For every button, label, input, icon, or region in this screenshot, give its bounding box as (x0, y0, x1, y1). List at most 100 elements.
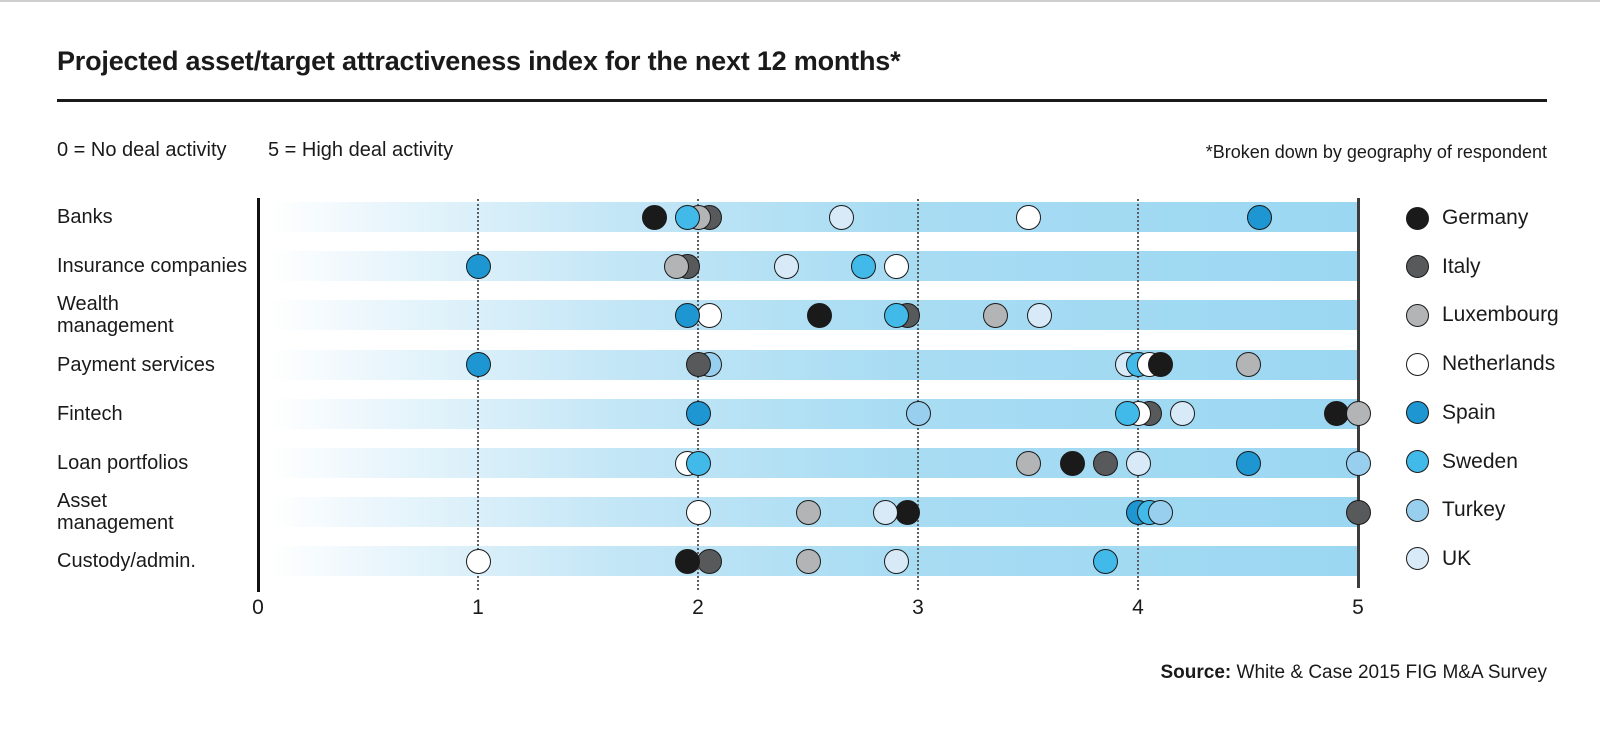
row-label: Banks (57, 206, 113, 228)
data-point-italy (1092, 450, 1118, 476)
data-point-sweden (1092, 548, 1118, 574)
scale-note-low: 0 = No deal activity (57, 139, 227, 161)
germany-color-chip (1406, 206, 1429, 230)
spain-color-chip (1406, 401, 1429, 425)
data-point-germany (1147, 352, 1173, 378)
italy-color-chip (1406, 255, 1429, 279)
data-point-spain (465, 352, 491, 378)
data-point-luxembourg (795, 499, 821, 525)
source-label: Source: (1160, 662, 1232, 683)
end-line-5 (1356, 198, 1360, 588)
row-label: Fintech (57, 402, 123, 425)
source-line: Source: White & Case 2015 FIG M&A Survey (1161, 662, 1548, 684)
page-title: Projected asset/target attractiveness in… (57, 46, 901, 76)
data-point-sweden (674, 204, 700, 230)
axis-tick-label: 1 (472, 596, 484, 619)
row-label: Loan portfolios (57, 452, 189, 474)
row-label: Payment services (57, 353, 215, 376)
grid-line (1137, 199, 1139, 590)
data-point-germany (806, 302, 832, 328)
netherlands-color-chip (1406, 352, 1429, 376)
data-point-germany (1323, 401, 1349, 427)
scale-note-high: 5 = High deal activity (268, 139, 454, 161)
data-point-uk (1169, 401, 1195, 427)
legend-item-spain: Spain (1406, 401, 1496, 425)
data-point-netherlands (1015, 204, 1041, 230)
axis-tick-label: 3 (912, 596, 924, 619)
row-label: Custody/admin. (57, 550, 196, 573)
row-label: Asset management (57, 490, 174, 535)
turkey-color-chip (1406, 498, 1429, 522)
legend-item-turkey: Turkey (1406, 498, 1505, 522)
data-point-spain (685, 401, 711, 427)
legend-label: Turkey (1442, 498, 1506, 522)
luxembourg-color-chip (1406, 303, 1429, 327)
row-band (270, 251, 1358, 282)
data-point-germany (1059, 450, 1085, 476)
data-point-luxembourg (795, 548, 821, 574)
data-point-italy (1345, 499, 1371, 525)
data-point-spain (465, 253, 491, 279)
data-point-italy (685, 352, 711, 378)
data-point-sweden (850, 253, 876, 279)
title-divider (57, 99, 1547, 102)
data-point-uk (872, 499, 898, 525)
legend-item-germany: Germany (1406, 206, 1528, 230)
data-point-germany (674, 548, 700, 574)
legend-label: Netherlands (1442, 352, 1556, 376)
grid-line (477, 199, 479, 590)
row-label: Insurance companies (57, 255, 248, 278)
data-point-spain (1235, 450, 1261, 476)
legend-item-netherlands: Netherlands (1406, 352, 1555, 376)
data-point-italy (696, 548, 722, 574)
axis-tick-label: 5 (1352, 596, 1364, 619)
sweden-color-chip (1406, 450, 1429, 473)
y-axis-line (256, 198, 260, 592)
legend-item-luxembourg: Luxembourg (1406, 303, 1559, 327)
data-point-uk (828, 204, 854, 230)
legend-label: Germany (1442, 206, 1529, 229)
data-point-luxembourg (1345, 401, 1371, 427)
source-text: White & Case 2015 FIG M&A Survey (1236, 662, 1547, 683)
legend-label: UK (1442, 546, 1472, 570)
data-point-turkey (905, 401, 931, 427)
data-point-netherlands (696, 302, 722, 328)
grid-line (697, 199, 699, 590)
legend-label: Spain (1442, 400, 1496, 424)
data-point-spain (1246, 204, 1272, 230)
data-point-sweden (685, 450, 711, 476)
data-point-turkey (1345, 450, 1371, 476)
row-band (270, 448, 1358, 478)
data-point-uk (773, 253, 799, 279)
legend-label: Sweden (1442, 449, 1518, 473)
data-point-sweden (883, 302, 909, 328)
grid-line (917, 199, 919, 590)
legend-item-sweden: Sweden (1406, 450, 1518, 474)
data-point-sweden (1114, 401, 1140, 427)
axis-tick-label: 4 (1132, 596, 1144, 619)
legend-item-uk: UK (1406, 547, 1471, 571)
data-point-luxembourg (663, 253, 689, 279)
data-point-luxembourg (982, 302, 1008, 328)
legend-item-italy: Italy (1406, 255, 1481, 279)
footnote: *Broken down by geography of respondent (1205, 142, 1547, 162)
data-point-netherlands (685, 499, 711, 525)
data-point-luxembourg (1235, 352, 1261, 378)
row-band (270, 349, 1358, 380)
data-point-luxembourg (1015, 450, 1041, 476)
axis-tick-label: 0 (252, 596, 264, 619)
data-point-uk (883, 548, 909, 574)
legend-label: Italy (1442, 254, 1481, 278)
legend-label: Luxembourg (1442, 303, 1559, 327)
row-band (270, 202, 1358, 232)
row-band (270, 398, 1358, 429)
data-point-spain (674, 302, 700, 328)
data-point-germany (894, 499, 920, 525)
data-point-germany (641, 204, 667, 230)
data-point-uk (1125, 450, 1151, 476)
data-point-netherlands (465, 548, 491, 574)
data-point-turkey (1147, 499, 1173, 525)
row-label: Wealth management (57, 293, 174, 338)
data-point-netherlands (883, 253, 909, 279)
